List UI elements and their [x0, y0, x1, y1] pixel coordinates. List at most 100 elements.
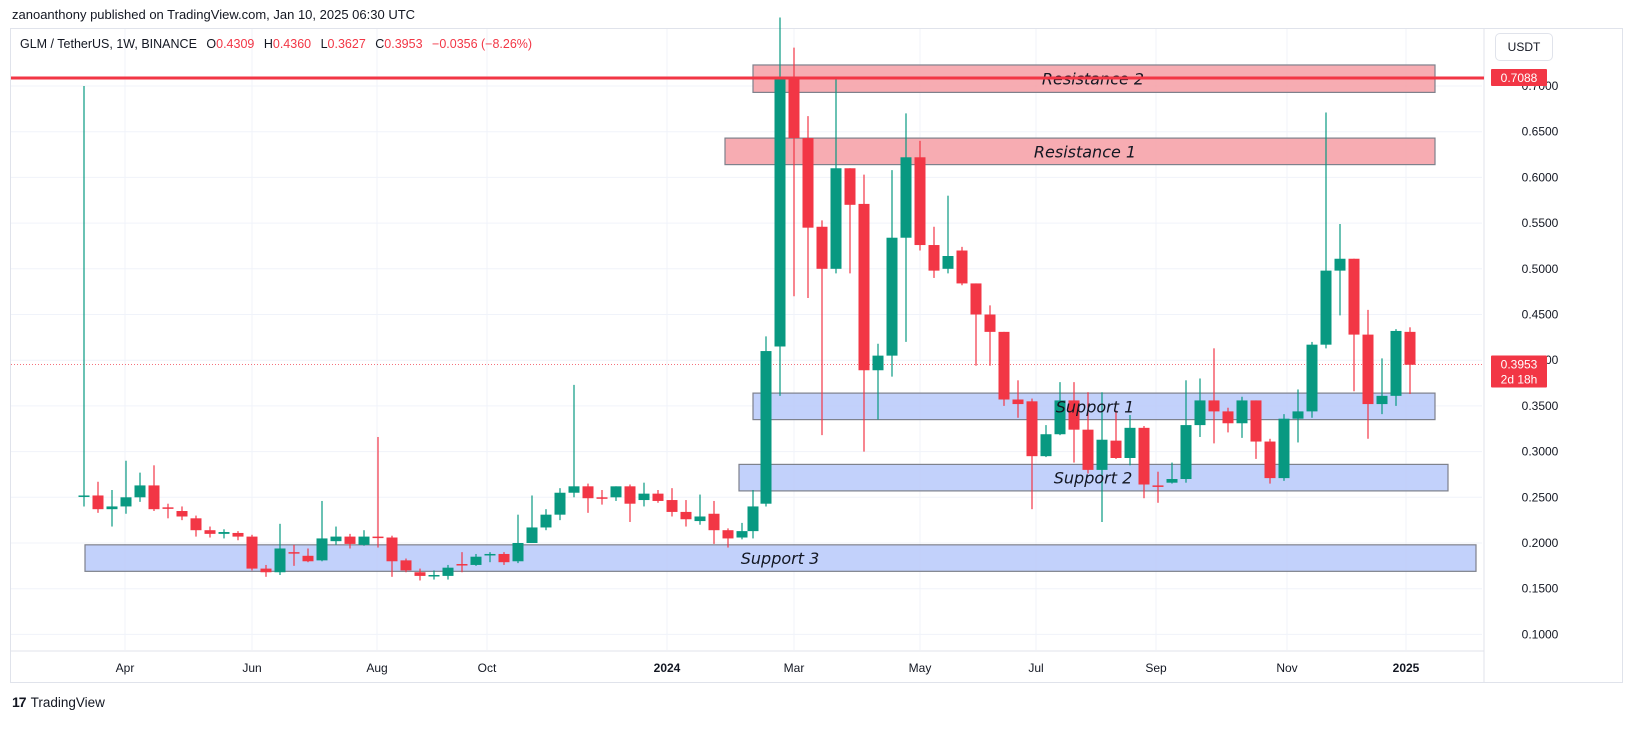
published-by-text: zanoanthony published on TradingView.com… [12, 7, 416, 22]
candle-body [106, 506, 118, 510]
candle-body [386, 537, 398, 562]
candle-body [747, 506, 759, 532]
candle [540, 509, 552, 531]
candle [928, 226, 940, 278]
price-tag-value: 0.3953 [1501, 357, 1538, 371]
y-axis-tick: 0.3000 [1522, 445, 1559, 459]
candle-body [970, 283, 982, 315]
candle-body [344, 536, 356, 544]
candle-body [1152, 485, 1164, 487]
candle [844, 168, 856, 274]
candle [400, 558, 412, 573]
price-tag-bg [1491, 355, 1547, 388]
candle [456, 552, 468, 573]
candle-body [1194, 400, 1206, 426]
candle [708, 500, 720, 544]
candle [1250, 400, 1262, 459]
candle [190, 515, 202, 537]
candle [316, 500, 328, 562]
candle-body [1138, 427, 1150, 485]
zone-label: Resistance 1 [1034, 142, 1136, 161]
high-value: 0.4360 [272, 37, 312, 51]
zone-resistance-1[interactable] [724, 137, 1436, 166]
candle-body [568, 486, 580, 493]
zone-rect[interactable] [752, 392, 1436, 421]
candle [1152, 471, 1164, 503]
chart-frame [10, 28, 1623, 683]
candle-body [176, 511, 188, 517]
symbol-title[interactable]: GLM / TetherUS, 1W, BINANCE [20, 37, 197, 51]
tradingview-logo[interactable]: 17 TradingView [12, 694, 105, 710]
candle [1082, 392, 1094, 474]
candle [984, 305, 996, 366]
low-value: 0.3627 [327, 37, 366, 51]
candle-body [134, 485, 146, 498]
candle [624, 484, 636, 522]
candle [204, 526, 216, 538]
candle [568, 384, 580, 498]
candle-body [666, 500, 678, 512]
zone-support-1[interactable] [752, 392, 1436, 421]
candle [526, 495, 538, 543]
candle-body [302, 555, 314, 562]
candle-body [872, 355, 884, 371]
x-axis-tick: Nov [1276, 661, 1297, 675]
candle-body [1026, 401, 1038, 457]
candle-body [1278, 418, 1290, 479]
candle-body [830, 168, 842, 269]
candle [914, 140, 926, 251]
candle [1194, 378, 1206, 437]
price-tag-value: 0.7088 [1501, 71, 1538, 85]
candle-body [1362, 334, 1374, 405]
candle-body [246, 536, 258, 569]
candle [218, 529, 230, 539]
candle [1068, 382, 1080, 463]
candle-body [260, 568, 272, 573]
candle [498, 552, 510, 565]
low-label: L [320, 37, 328, 51]
candle-body [330, 536, 342, 542]
candle [1026, 398, 1038, 510]
candle [956, 246, 968, 286]
candle [120, 460, 132, 514]
x-axis-tick: Oct [478, 661, 497, 675]
candle-body [596, 497, 608, 499]
currency-button[interactable]: USDT [1495, 33, 1553, 61]
candle [1404, 327, 1416, 395]
candle [106, 489, 118, 527]
y-axis-tick: 0.1000 [1522, 627, 1559, 641]
candle [1264, 438, 1276, 484]
candle [596, 489, 608, 505]
candle-body [120, 497, 132, 507]
candle-body [218, 532, 230, 534]
close-value: 0.3953 [384, 37, 423, 51]
y-axis-tick: 0.5000 [1522, 262, 1559, 276]
candle [1376, 358, 1388, 415]
candle-body [358, 536, 370, 545]
candle-body [1012, 399, 1024, 405]
candle [344, 533, 356, 549]
candle-body [844, 168, 856, 205]
candle-body [1166, 479, 1178, 483]
x-axis-tick: May [909, 661, 932, 675]
brand-name: TradingView [30, 694, 105, 710]
candle-body [1404, 331, 1416, 365]
y-axis-tick: 0.2500 [1522, 490, 1559, 504]
candle [176, 506, 188, 521]
zone-rect[interactable] [724, 137, 1436, 166]
candle-body [1068, 400, 1080, 430]
candle-body [456, 564, 468, 566]
candle [330, 526, 342, 545]
candle-body [470, 556, 482, 565]
candle [414, 568, 426, 581]
candle [802, 116, 814, 299]
candle [680, 500, 692, 527]
candle-body [858, 203, 870, 371]
candle-body [610, 486, 622, 498]
candle [246, 534, 258, 571]
candle-body [928, 245, 940, 271]
candle [484, 552, 496, 563]
candle [1012, 380, 1024, 418]
candle-body [190, 518, 202, 531]
